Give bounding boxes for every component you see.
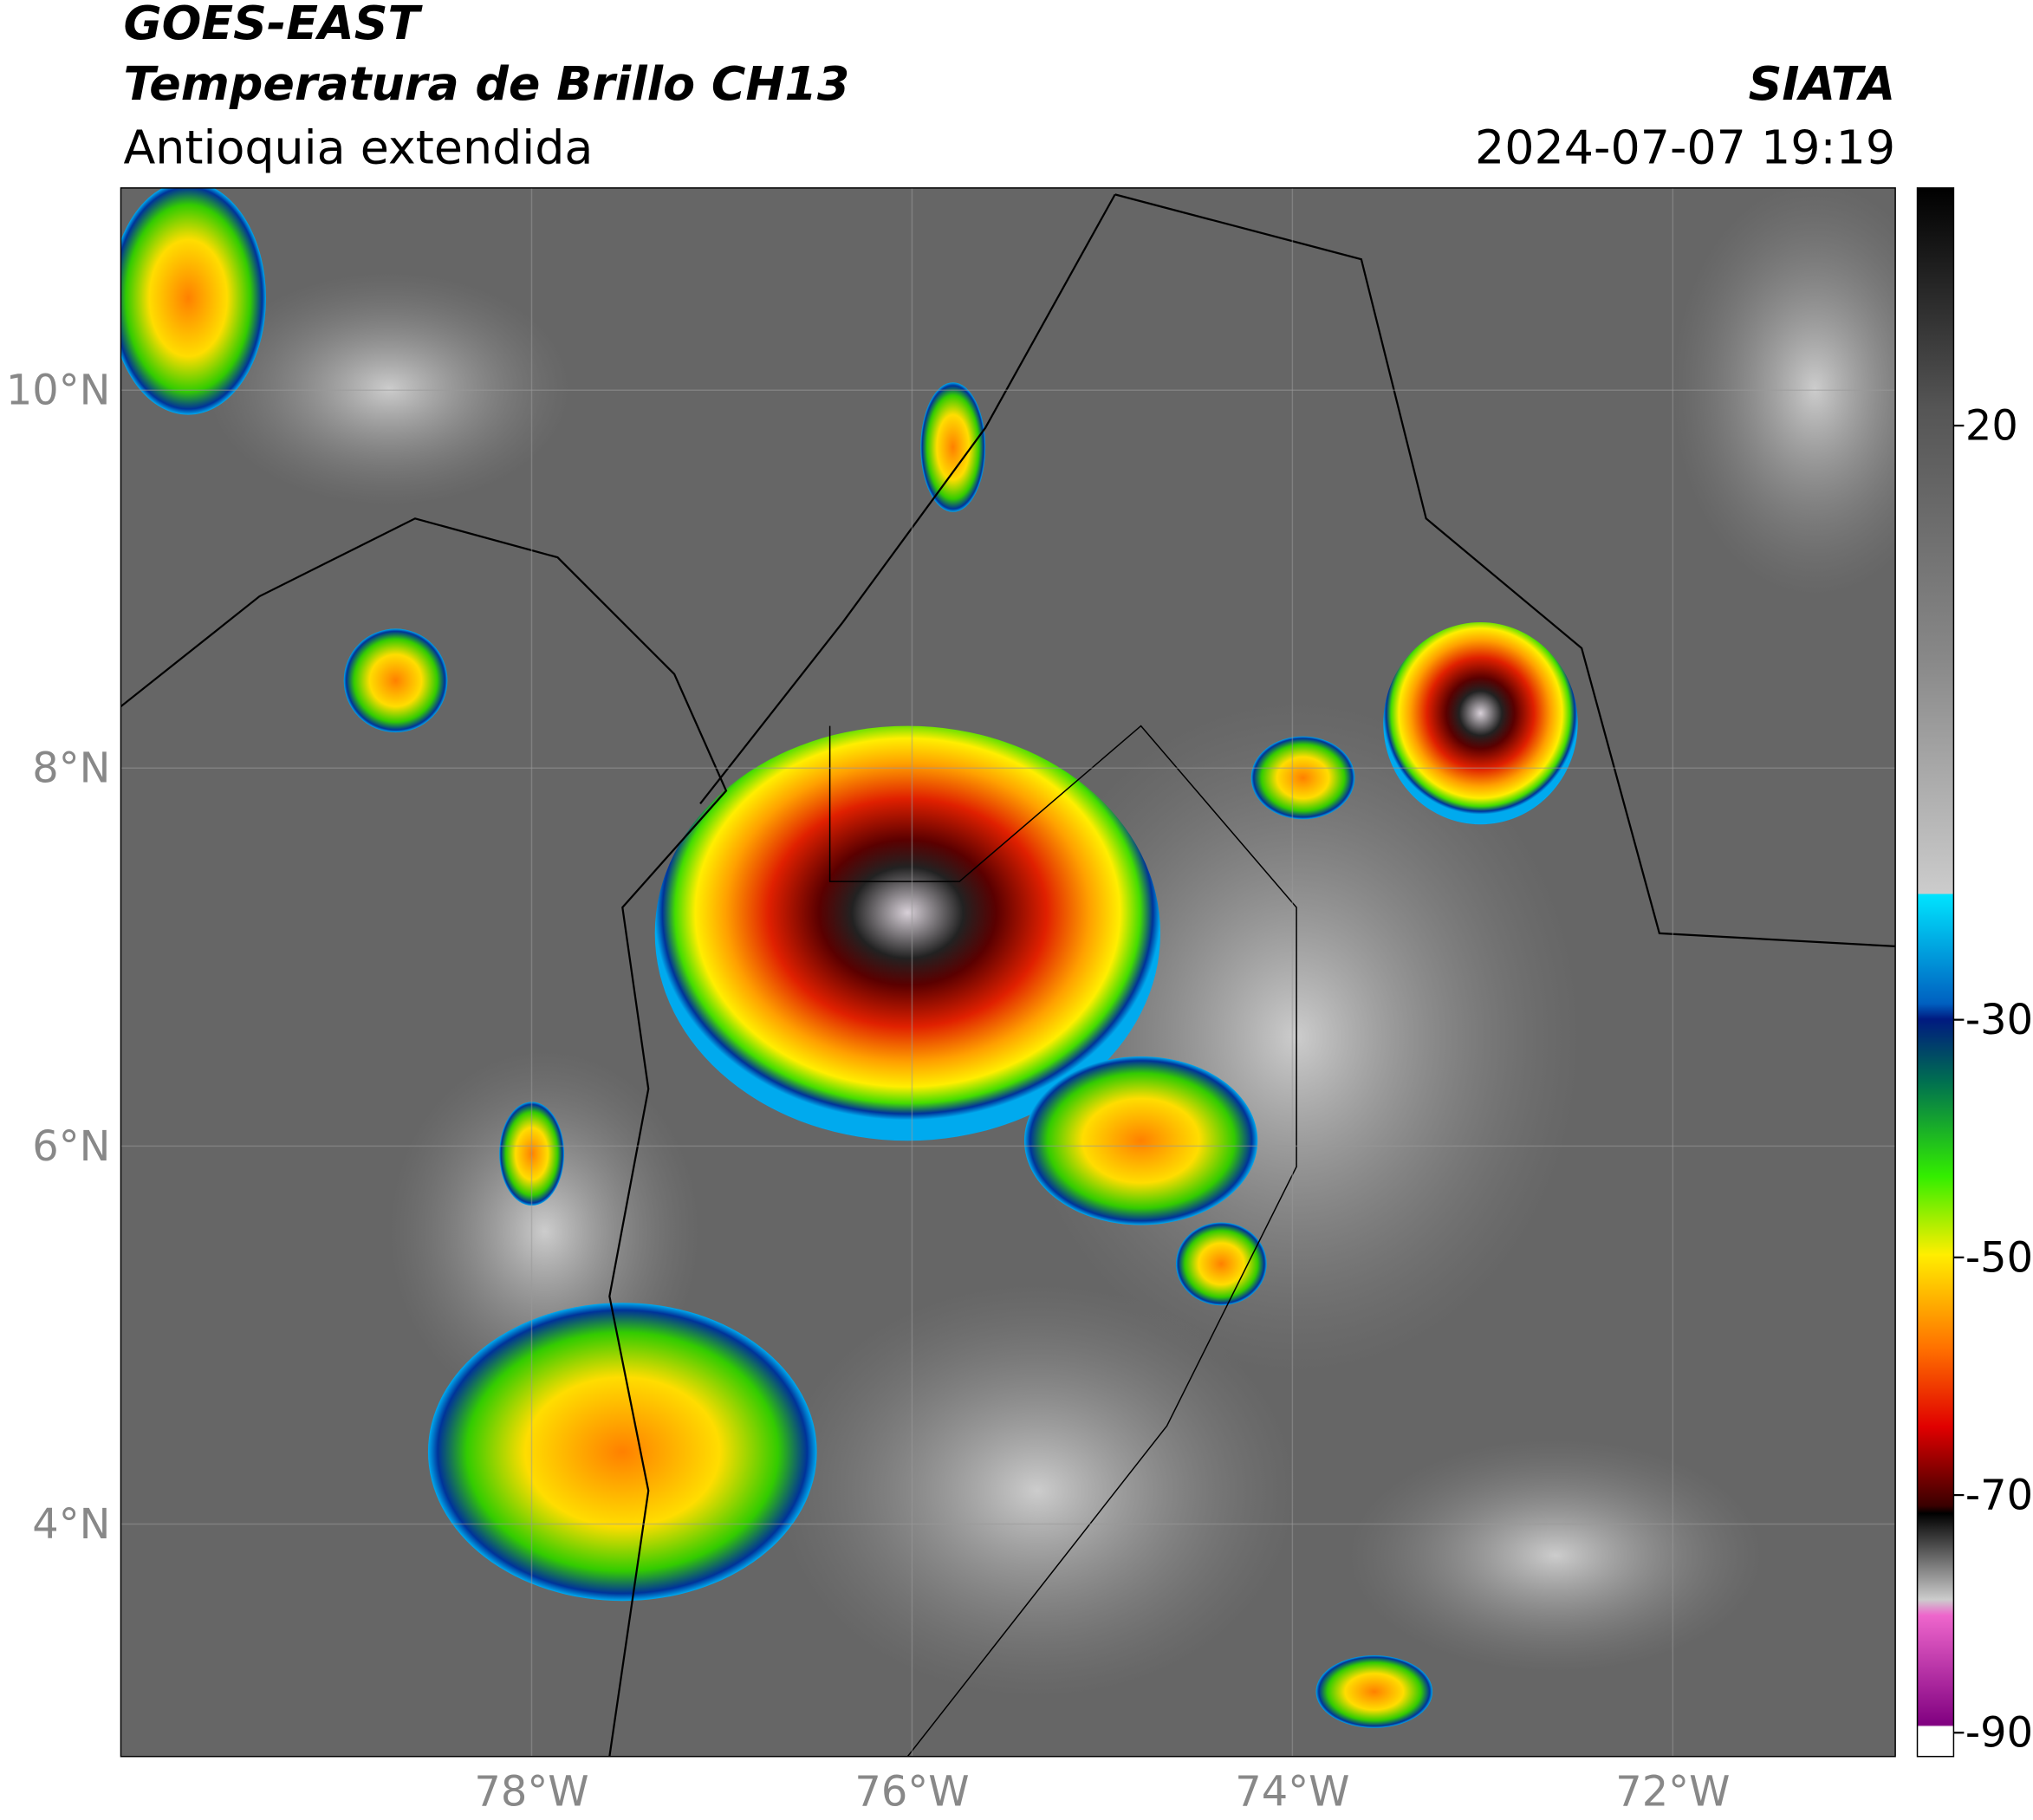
datetime: 2024-07-07 19:19 xyxy=(1475,120,1895,174)
storm-cell xyxy=(120,187,266,415)
colorbar xyxy=(1916,187,1955,1758)
colorbar-tick-label: -50 xyxy=(1965,1234,2033,1282)
y-tick-label: 4°N xyxy=(32,1501,110,1549)
title: GOES-EAST xyxy=(123,0,423,50)
storm-cell xyxy=(920,382,986,512)
storm-cell xyxy=(1023,1056,1258,1225)
colorbar-tick-label: -70 xyxy=(1965,1472,2033,1520)
cloud xyxy=(1672,187,1896,596)
x-tick-label: 76°W xyxy=(854,1769,969,1817)
grid xyxy=(120,187,1896,1757)
source: SIATA xyxy=(1749,56,1896,111)
y-tick-label: 6°N xyxy=(32,1123,110,1171)
subtitle: Temperatura de Brillo CH13 xyxy=(123,56,849,111)
storm-cell xyxy=(1383,621,1578,825)
region: Antioquia extendida xyxy=(123,120,593,174)
storm-cell xyxy=(654,725,1161,1141)
y-tick-label: 10°N xyxy=(6,367,111,415)
x-tick-label: 72°W xyxy=(1615,1769,1730,1817)
y-tick-label: 8°N xyxy=(32,745,110,793)
storm-cell xyxy=(427,1303,817,1602)
map-frame xyxy=(120,187,1896,1758)
x-tick-label: 74°W xyxy=(1235,1769,1349,1817)
coastline xyxy=(699,193,1896,948)
map-image xyxy=(120,187,1896,1757)
storm-cell xyxy=(1250,736,1355,820)
cloud xyxy=(777,1283,1297,1699)
storm-cell xyxy=(1315,1655,1433,1728)
colorbar-tick-label: -30 xyxy=(1965,997,2033,1044)
storm-cell xyxy=(343,628,448,733)
colorbar-tick-label: -90 xyxy=(1965,1710,2033,1758)
cloud xyxy=(207,272,571,506)
x-tick-label: 78°W xyxy=(474,1769,588,1817)
storm-cell xyxy=(1175,1222,1267,1306)
cloud xyxy=(1348,1439,1763,1673)
coastline xyxy=(120,517,728,1757)
colorbar-tick-label: 20 xyxy=(1965,403,2018,451)
border xyxy=(828,725,1297,1757)
